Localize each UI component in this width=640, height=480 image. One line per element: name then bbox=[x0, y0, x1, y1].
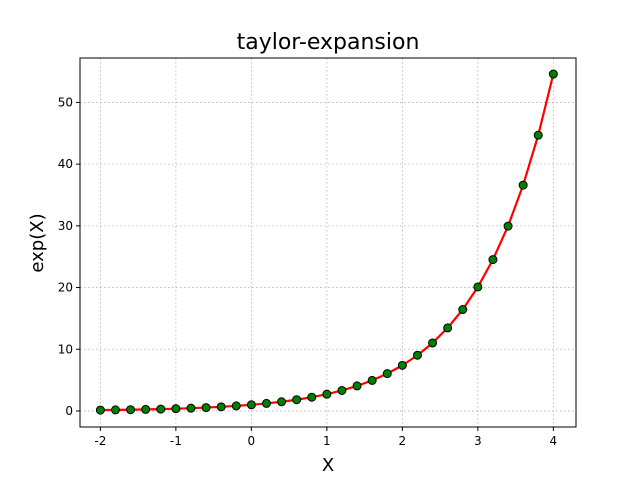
chart-title: taylor-expansion bbox=[237, 30, 420, 55]
data-point bbox=[443, 323, 453, 333]
y-axis-label: exp(X) bbox=[27, 213, 48, 272]
data-point bbox=[488, 255, 498, 265]
y-axis: 0 10 20 30 40 50 bbox=[58, 95, 80, 418]
y-tick-label: 0 bbox=[65, 404, 73, 418]
y-tick-label: 20 bbox=[58, 281, 73, 295]
x-axis-label: X bbox=[322, 455, 334, 476]
data-point bbox=[518, 180, 528, 190]
data-point bbox=[110, 405, 120, 415]
data-point bbox=[186, 403, 196, 413]
plot-frame bbox=[79, 57, 577, 428]
data-point bbox=[95, 405, 105, 415]
data-point bbox=[277, 397, 287, 407]
data-point bbox=[231, 401, 241, 411]
data-point bbox=[458, 305, 468, 315]
x-tick-label: 3 bbox=[474, 434, 482, 448]
data-point bbox=[201, 403, 211, 413]
data-point bbox=[548, 69, 558, 79]
x-tick-label: 2 bbox=[399, 434, 407, 448]
data-point bbox=[367, 375, 377, 385]
y-tick-label: 10 bbox=[58, 342, 73, 356]
y-tick-label: 30 bbox=[58, 219, 73, 233]
x-tick-label: 0 bbox=[248, 434, 256, 448]
data-point bbox=[322, 389, 332, 399]
x-tick-label: -2 bbox=[94, 434, 106, 448]
data-point bbox=[156, 404, 166, 414]
data-point bbox=[503, 221, 513, 231]
data-point bbox=[171, 404, 181, 414]
data-point bbox=[216, 402, 226, 412]
x-tick-label: 4 bbox=[550, 434, 558, 448]
data-point bbox=[428, 338, 438, 348]
y-tick-label: 40 bbox=[58, 157, 73, 171]
data-point bbox=[246, 400, 256, 410]
x-tick-label: 1 bbox=[323, 434, 331, 448]
data-point bbox=[533, 130, 543, 140]
data-point bbox=[261, 398, 271, 408]
data-point bbox=[352, 381, 362, 391]
data-point bbox=[307, 392, 317, 402]
data-point bbox=[126, 405, 136, 415]
x-tick-label: -1 bbox=[170, 434, 182, 448]
plot-series bbox=[95, 69, 558, 415]
data-point bbox=[382, 369, 392, 379]
data-point bbox=[141, 404, 151, 414]
y-tick-label: 50 bbox=[58, 95, 73, 109]
data-point bbox=[397, 360, 407, 370]
data-point bbox=[337, 385, 347, 395]
grid bbox=[80, 58, 576, 427]
x-axis: -2 -1 0 1 2 3 4 bbox=[94, 427, 557, 448]
data-point bbox=[473, 282, 483, 292]
data-point bbox=[292, 395, 302, 405]
data-point bbox=[412, 350, 422, 360]
